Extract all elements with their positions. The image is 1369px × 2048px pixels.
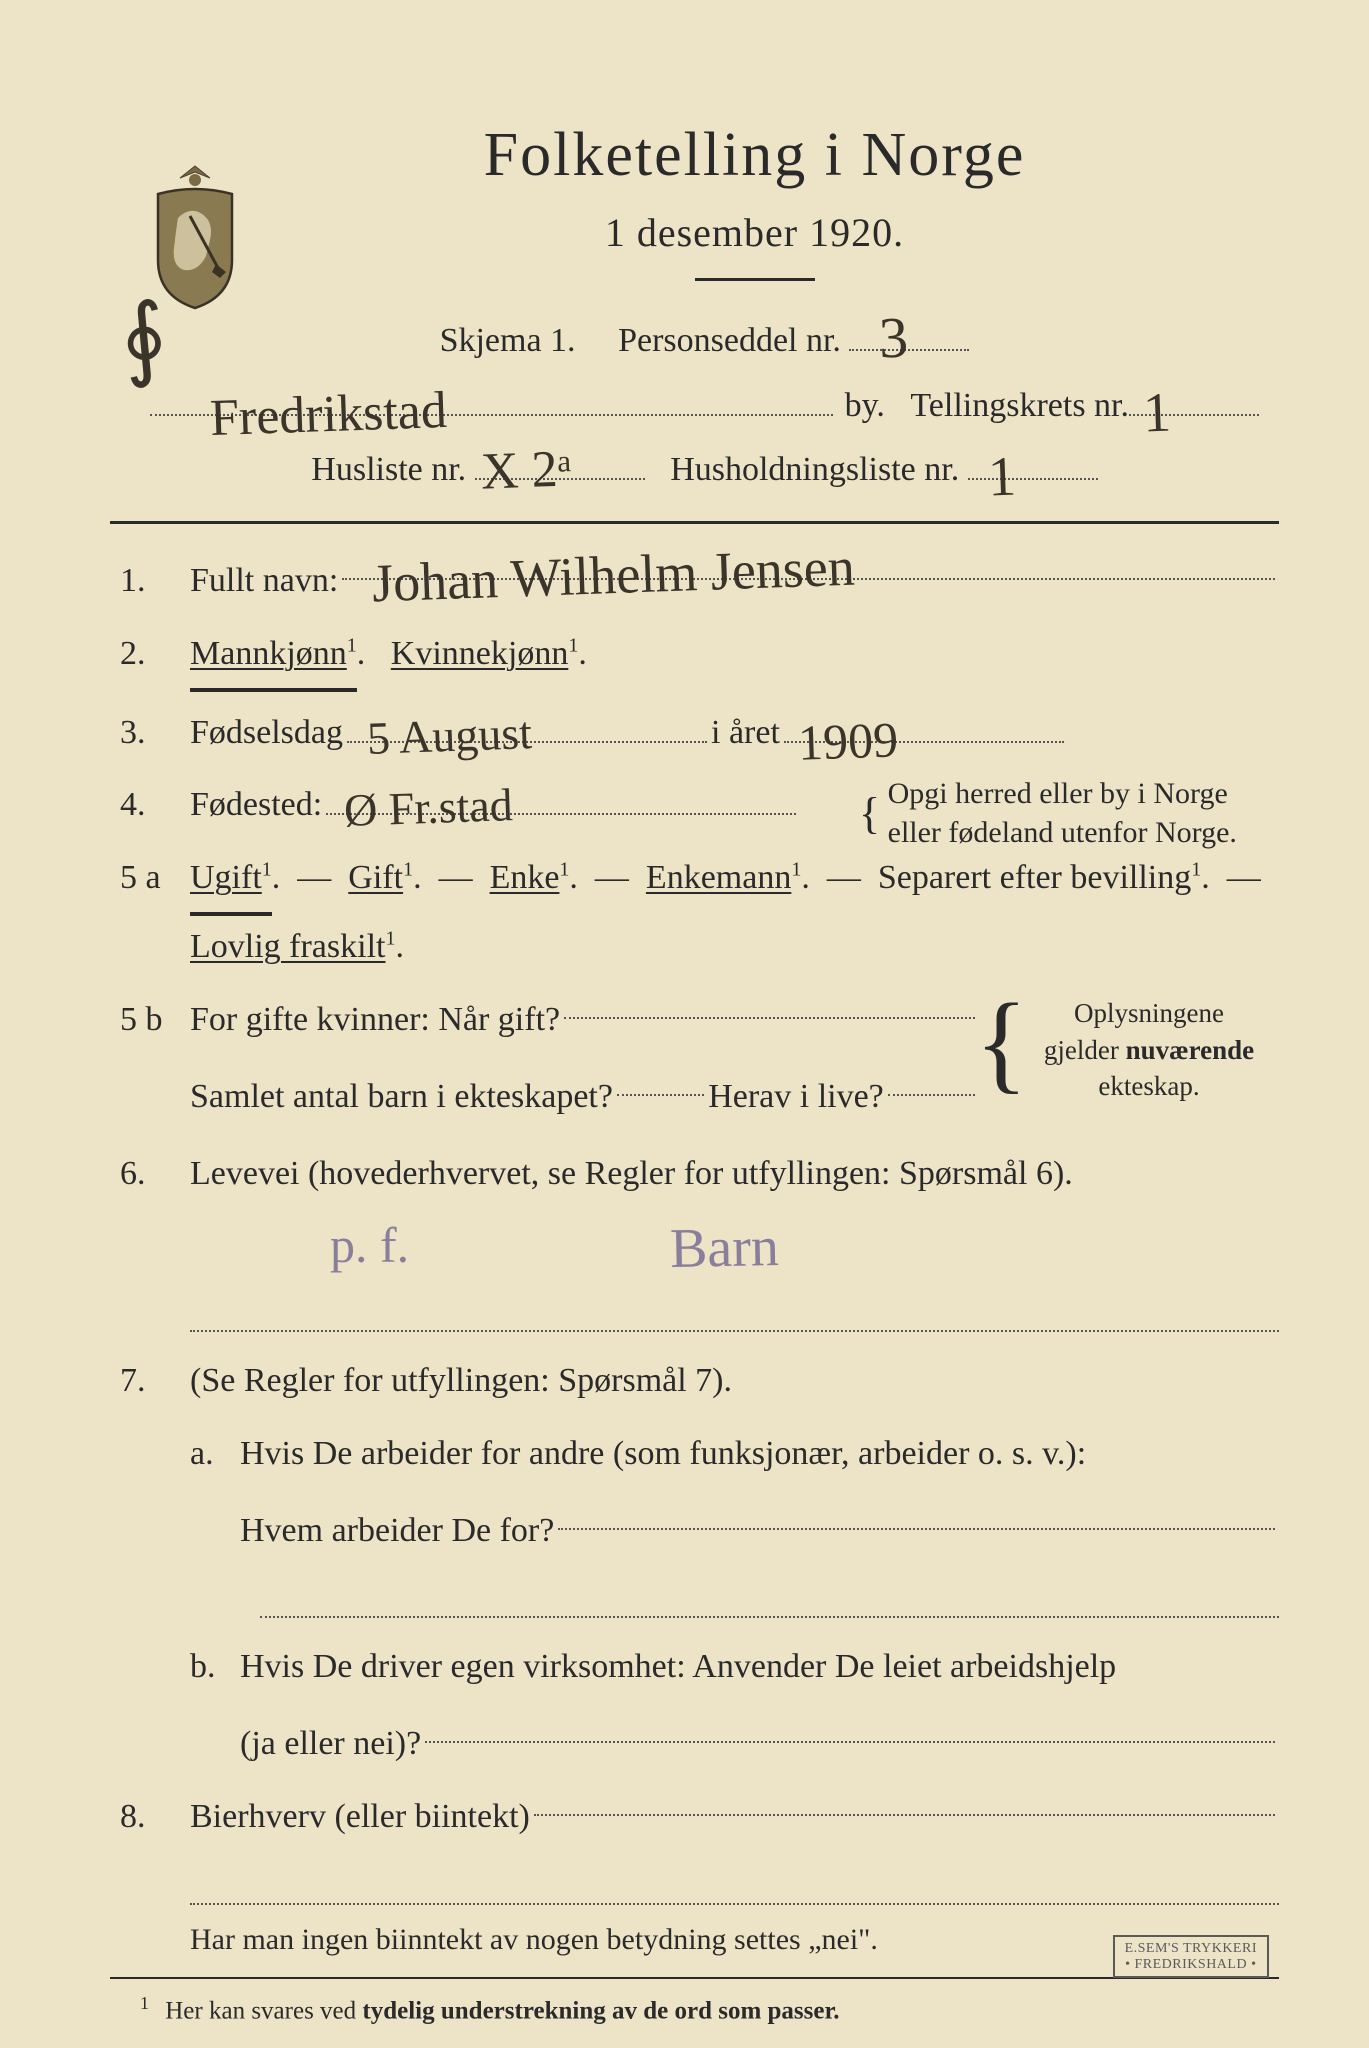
q5b-live-field bbox=[888, 1066, 975, 1096]
printer-stamp: E.SEM'S TRYKKERI • FREDRIKSHALD • bbox=[1113, 1935, 1269, 1978]
q5b-l2a: Samlet antal barn i ekteskapet? bbox=[190, 1066, 613, 1129]
husliste-line: Husliste nr. X 2ᵃ Husholdningsliste nr. … bbox=[150, 438, 1259, 503]
by-line: Fredrikstad by. Tellingskrets nr. 1 bbox=[150, 374, 1259, 439]
personseddel-label: Personseddel nr. bbox=[618, 322, 841, 359]
q3-year-field: 1909 bbox=[784, 713, 1064, 743]
q6-pencil: p. f. bbox=[330, 1216, 409, 1274]
q3-label: Fødselsdag bbox=[190, 702, 343, 765]
q4-row: 4. Fødested: Ø Fr.stad { Opgi herred ell… bbox=[120, 774, 1279, 837]
q1-num: 1. bbox=[120, 550, 190, 613]
q5a-enkemann: Enkemann bbox=[646, 859, 791, 896]
title-rule bbox=[695, 278, 815, 281]
q4-num: 4. bbox=[120, 774, 190, 837]
q5a-separert: Separert efter bevilling bbox=[878, 859, 1191, 896]
q2-num: 2. bbox=[120, 623, 190, 692]
q6-value: Barn bbox=[669, 1215, 779, 1281]
q4-value: Ø Fr.stad bbox=[343, 763, 515, 854]
q6-blank bbox=[190, 1290, 1279, 1332]
q3-mid: i året bbox=[711, 702, 780, 765]
q7b-l1: Hvis De driver egen virksomhet: Anvender… bbox=[240, 1648, 1116, 1685]
q2-kvinne: Kvinnekjønn bbox=[391, 635, 569, 672]
q5a-num: 5 a bbox=[120, 847, 190, 979]
q4-note: { Opgi herred eller by i Norge eller fød… bbox=[859, 774, 1279, 852]
q5a-gift: Gift bbox=[348, 859, 403, 896]
q3-row: 3. Fødselsdag 5 August i året 1909 bbox=[120, 702, 1279, 765]
q5b-num: 5 b bbox=[120, 989, 190, 1129]
q5a-enke: Enke bbox=[490, 859, 560, 896]
q6-label: Levevei (hovederhvervet, se Regler for u… bbox=[190, 1155, 1073, 1192]
q8-label: Bierhverv (eller biintekt) bbox=[190, 1786, 530, 1849]
q1-field: Johan Wilhelm Jensen bbox=[342, 550, 1275, 580]
q7a-field bbox=[558, 1500, 1275, 1530]
q4-field: Ø Fr.stad bbox=[326, 785, 796, 815]
q1-row: 1. Fullt navn: Johan Wilhelm Jensen bbox=[120, 550, 1279, 613]
husliste-value: X 2ᵃ bbox=[479, 421, 573, 523]
q8-row: 8. Bierhverv (eller biintekt) bbox=[120, 1786, 1279, 1849]
q7a-blank bbox=[260, 1576, 1279, 1618]
q5a-lovlig: Lovlig fraskilt bbox=[190, 928, 385, 965]
husholdning-label: Husholdningsliste nr. bbox=[670, 451, 959, 488]
q3-day-field: 5 August bbox=[347, 713, 707, 743]
q6-num: 6. bbox=[120, 1143, 190, 1206]
q7b-row: b. Hvis De driver egen virksomhet: Anven… bbox=[190, 1636, 1279, 1776]
personseddel-field: 3 bbox=[849, 317, 969, 351]
skjema-line: Skjema 1. Personseddel nr. 3 bbox=[150, 309, 1259, 374]
q1-value: Johan Wilhelm Jensen bbox=[371, 517, 857, 634]
q7a-l1: Hvis De arbeider for andre (som funksjon… bbox=[240, 1435, 1086, 1472]
tellingskrets-label: Tellingskrets nr. bbox=[910, 374, 1129, 439]
q5b-l2b: Herav i live? bbox=[708, 1066, 884, 1129]
census-form-page: Folketelling i Norge 1 desember 1920. ∮ … bbox=[0, 0, 1369, 2048]
q7b-field bbox=[425, 1713, 1275, 1743]
q5a-row: 5 a Ugift1. — Gift1. — Enke1. — Enkemann… bbox=[120, 847, 1279, 979]
header-fields: ∮ Skjema 1. Personseddel nr. 3 Fredrikst… bbox=[150, 309, 1259, 503]
q5b-gift-field bbox=[564, 989, 975, 1019]
q7a-l2: Hvem arbeider De for? bbox=[240, 1500, 554, 1563]
q5b-note: { Oplysningene gjelder nuværende ekteska… bbox=[1009, 995, 1289, 1104]
q5b-row: 5 b For gifte kvinner: Når gift? Samlet … bbox=[120, 989, 1279, 1129]
husholdning-field: 1 bbox=[968, 446, 1098, 480]
q7a-letter: a. bbox=[190, 1423, 240, 1563]
by-field: Fredrikstad bbox=[150, 382, 833, 416]
q8-field bbox=[534, 1786, 1275, 1816]
skjema-label: Skjema 1. bbox=[440, 322, 576, 359]
q7a-row: a. Hvis De arbeider for andre (som funks… bbox=[190, 1423, 1279, 1563]
q8-num: 8. bbox=[120, 1786, 190, 1849]
q7b-l2: (ja eller nei)? bbox=[240, 1713, 421, 1776]
form-body: 1. Fullt navn: Johan Wilhelm Jensen 2. M… bbox=[120, 550, 1279, 1957]
title-block: Folketelling i Norge 1 desember 1920. bbox=[230, 120, 1279, 281]
q1-label: Fullt navn: bbox=[190, 550, 338, 613]
q6-value-line: p. f. Barn bbox=[190, 1216, 1279, 1276]
page-title: Folketelling i Norge bbox=[230, 120, 1279, 191]
by-suffix: by. bbox=[845, 374, 885, 439]
q6-row: 6. Levevei (hovederhvervet, se Regler fo… bbox=[120, 1143, 1279, 1206]
q5b-barn-field bbox=[617, 1066, 704, 1096]
husliste-label: Husliste nr. bbox=[311, 451, 466, 488]
q8-blank bbox=[190, 1863, 1279, 1905]
husholdning-value: 1 bbox=[986, 424, 1018, 531]
husliste-field: X 2ᵃ bbox=[475, 446, 645, 480]
q7-label: (Se Regler for utfyllingen: Spørsmål 7). bbox=[190, 1362, 732, 1399]
tellingskrets-field: 1 bbox=[1129, 382, 1259, 416]
q5b-l1: For gifte kvinner: Når gift? bbox=[190, 989, 560, 1052]
footnote: 1 Her kan svares ved tydelig understrekn… bbox=[140, 1993, 1279, 2025]
q4-label: Fødested: bbox=[190, 774, 322, 837]
q7-row: 7. (Se Regler for utfyllingen: Spørsmål … bbox=[120, 1350, 1279, 1413]
bottom-rule bbox=[110, 1977, 1279, 1979]
q3-num: 3. bbox=[120, 702, 190, 765]
page-subtitle: 1 desember 1920. bbox=[230, 209, 1279, 256]
q7-num: 7. bbox=[120, 1350, 190, 1413]
q2-row: 2. Mannkjønn1. Kvinnekjønn1. bbox=[120, 623, 1279, 692]
q7b-letter: b. bbox=[190, 1636, 240, 1776]
q2-mann: Mannkjønn1 bbox=[190, 623, 357, 692]
q5a-ugift: Ugift1 bbox=[190, 847, 272, 916]
